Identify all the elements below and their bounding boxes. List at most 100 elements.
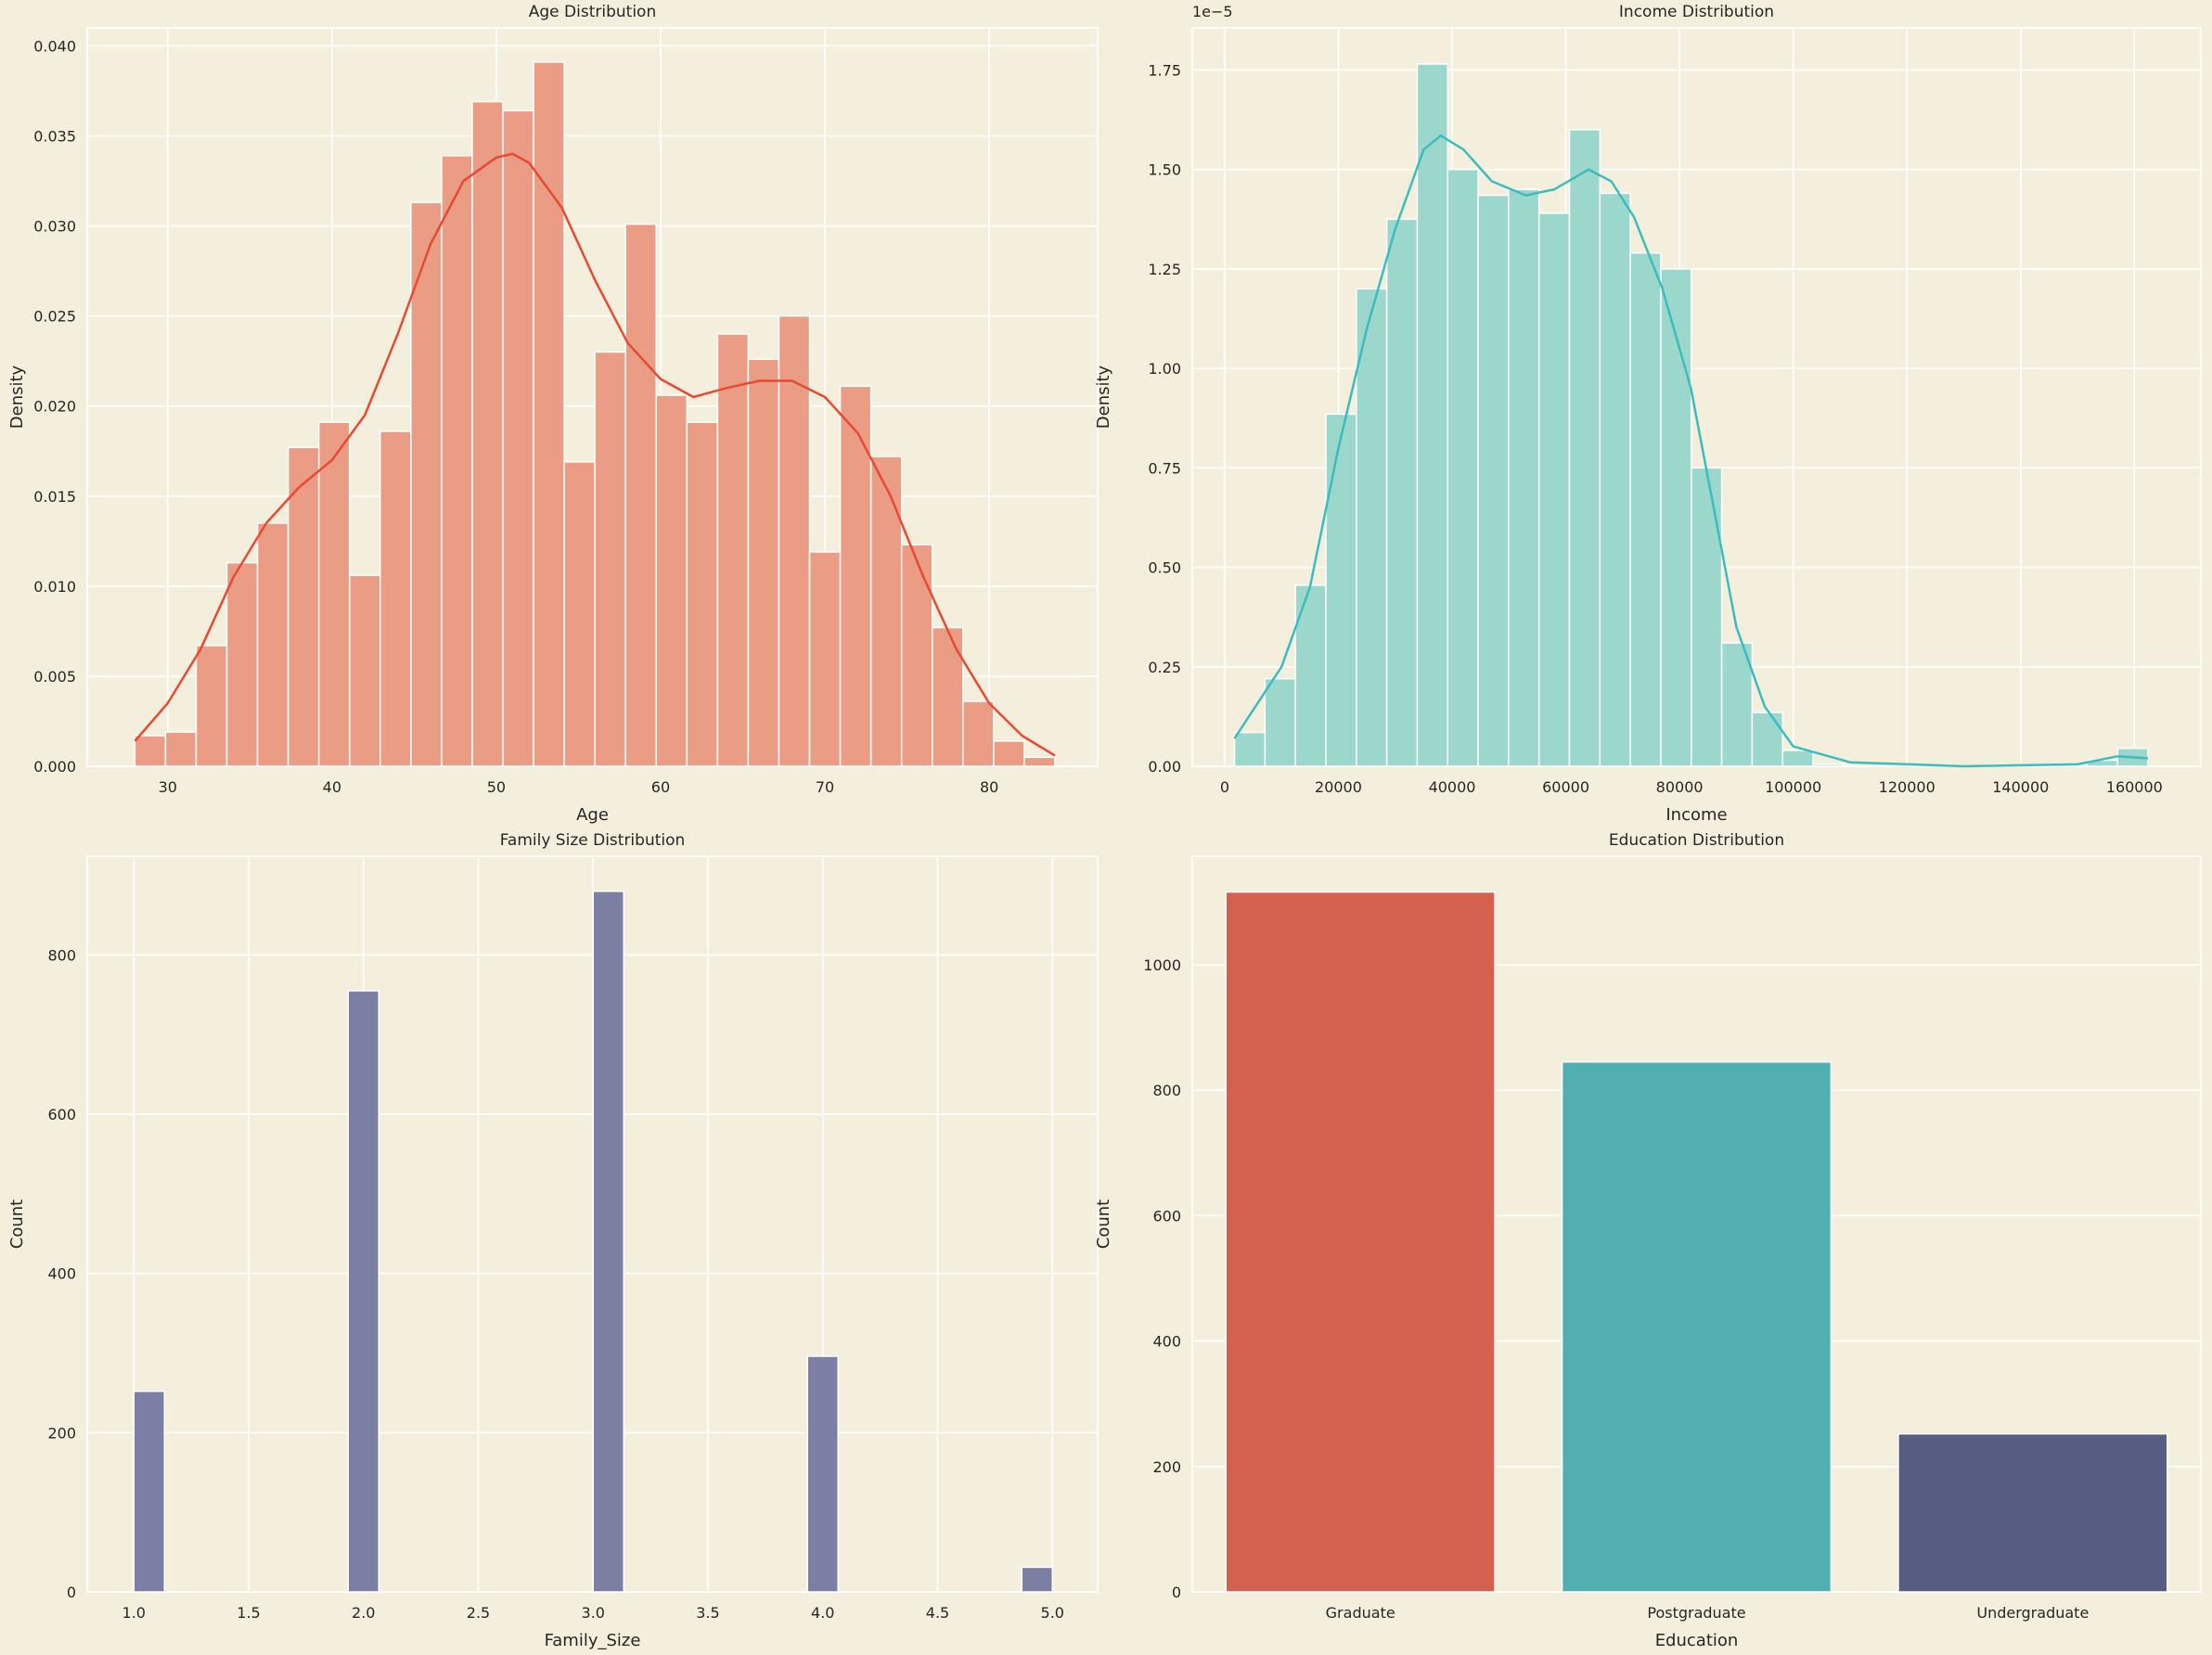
histogram-bar [347,990,379,1593]
histogram-bar [931,626,964,767]
x-tick-label: 60000 [1542,778,1589,796]
x-tick-label: 2.0 [352,1604,375,1622]
histogram-bar [1537,212,1571,767]
histogram-bar [806,1355,839,1593]
x-tick-label: 70 [816,778,834,796]
chart-title: Education Distribution [1609,831,1784,850]
histogram-bar [1568,129,1601,767]
histogram-bar [993,740,1025,767]
x-tick-label: 0 [1220,778,1229,796]
bar-undergraduate [1897,1432,2168,1593]
histogram-bar [1356,288,1388,767]
histogram-bar [287,446,320,767]
y-tick-label: 0.75 [1148,459,1181,477]
histogram-bar [900,544,933,767]
x-tick-label: 40000 [1429,778,1476,796]
y-axis-label: Density [7,365,27,429]
y-tick-label: 400 [47,1265,76,1283]
chart-title: Income Distribution [1619,3,1774,21]
histogram-bar [379,430,412,767]
histogram-bar [1720,642,1754,767]
x-tick-label: 80000 [1656,778,1704,796]
histogram-bar [594,351,626,767]
x-axis-label: Education [1655,1631,1739,1650]
bar-graduate [1225,891,1496,1593]
x-tick-label: 60 [651,778,670,796]
x-tick-label: 120000 [1879,778,1936,796]
histogram-bar [502,109,534,767]
histogram-bar [716,333,750,767]
y-tick-label: 0.025 [33,308,76,326]
y-tick-label: 600 [47,1106,76,1123]
subplot-1: 0.00 0.25 0.50 0.75 1.00 1.25 1.50 1.75 0 20000 40… [1094,3,2202,825]
histogram-bar [1021,1566,1053,1593]
y-tick-label: 0.50 [1148,559,1181,577]
histogram-bar [686,421,719,767]
histogram-bar [1233,731,1267,767]
x-tick-label: 2.5 [467,1604,490,1622]
histogram-bar [225,561,259,767]
chart-title: Age Distribution [529,3,656,21]
y-tick-label: 0.005 [33,668,76,686]
x-tick-label: 4.5 [926,1604,949,1622]
y-tick-label: 0.030 [33,218,76,236]
histogram-bar [1508,188,1540,767]
histogram-bar [592,891,624,1593]
y-tick-label: 0.000 [33,758,76,776]
x-tick-label: 20000 [1315,778,1362,796]
x-axis-label: Age [576,805,609,825]
histogram-bar [1751,712,1783,767]
x-axis-label: Family_Size [545,1631,641,1650]
histogram-bar [256,522,289,767]
chart-title: Family Size Distribution [500,831,686,850]
y-tick-label: 200 [1152,1458,1181,1476]
histogram-bar [1264,677,1296,767]
y-tick-label: 800 [47,946,76,964]
histogram-bar [441,155,473,767]
histogram-bar [839,385,872,767]
histogram-bar [164,731,198,767]
bar-postgraduate [1561,1060,1833,1593]
histogram-bar [1477,194,1510,767]
y-tick-label: 800 [1152,1082,1181,1099]
y-tick-label: 0.020 [33,398,76,416]
y-tick-label: 0.040 [33,37,76,55]
histogram-bar [1447,168,1479,767]
histogram-bar [348,574,381,767]
y-tick-label: 0.00 [1148,758,1181,776]
axis-offset-label: 1e−5 [1192,3,1233,20]
y-tick-label: 1.25 [1148,261,1181,278]
x-tick-label: 160000 [2106,778,2163,796]
y-tick-label: 1.00 [1148,360,1181,378]
histogram-bar [1781,750,1814,767]
histogram-bar [1660,268,1692,767]
x-tick-label: 3.5 [696,1604,719,1622]
y-tick-label: 0 [1172,1584,1181,1601]
histogram-bar [962,700,995,767]
histogram-bar [563,461,596,767]
histogram-bar [808,551,842,767]
x-tick-label: 5.0 [1041,1604,1064,1622]
histogram-bar [1325,413,1357,767]
x-tick-label: 3.0 [582,1604,605,1622]
y-tick-label: 0 [67,1584,76,1601]
histogram-bar [133,1390,165,1593]
y-tick-label: 0.035 [33,127,76,145]
x-axis-label: Income [1665,805,1727,825]
y-tick-label: 0.010 [33,578,76,596]
histogram-bar [1599,192,1631,767]
x-tick-label: Postgraduate [1647,1604,1745,1622]
y-tick-label: 600 [1152,1207,1181,1225]
histogram-bar [533,61,565,767]
y-tick-label: 1.50 [1148,161,1181,179]
x-tick-label: 30 [159,778,177,796]
y-tick-label: 400 [1152,1333,1181,1351]
histogram-bar [1385,218,1419,767]
histogram-bar [1629,251,1662,767]
histogram-bar [778,314,811,767]
y-tick-label: 0.015 [33,488,76,506]
x-tick-label: Graduate [1326,1604,1395,1622]
x-tick-label: Undergraduate [1976,1604,2089,1622]
y-axis-label: Density [1094,365,1113,429]
histogram-bar [747,358,780,767]
